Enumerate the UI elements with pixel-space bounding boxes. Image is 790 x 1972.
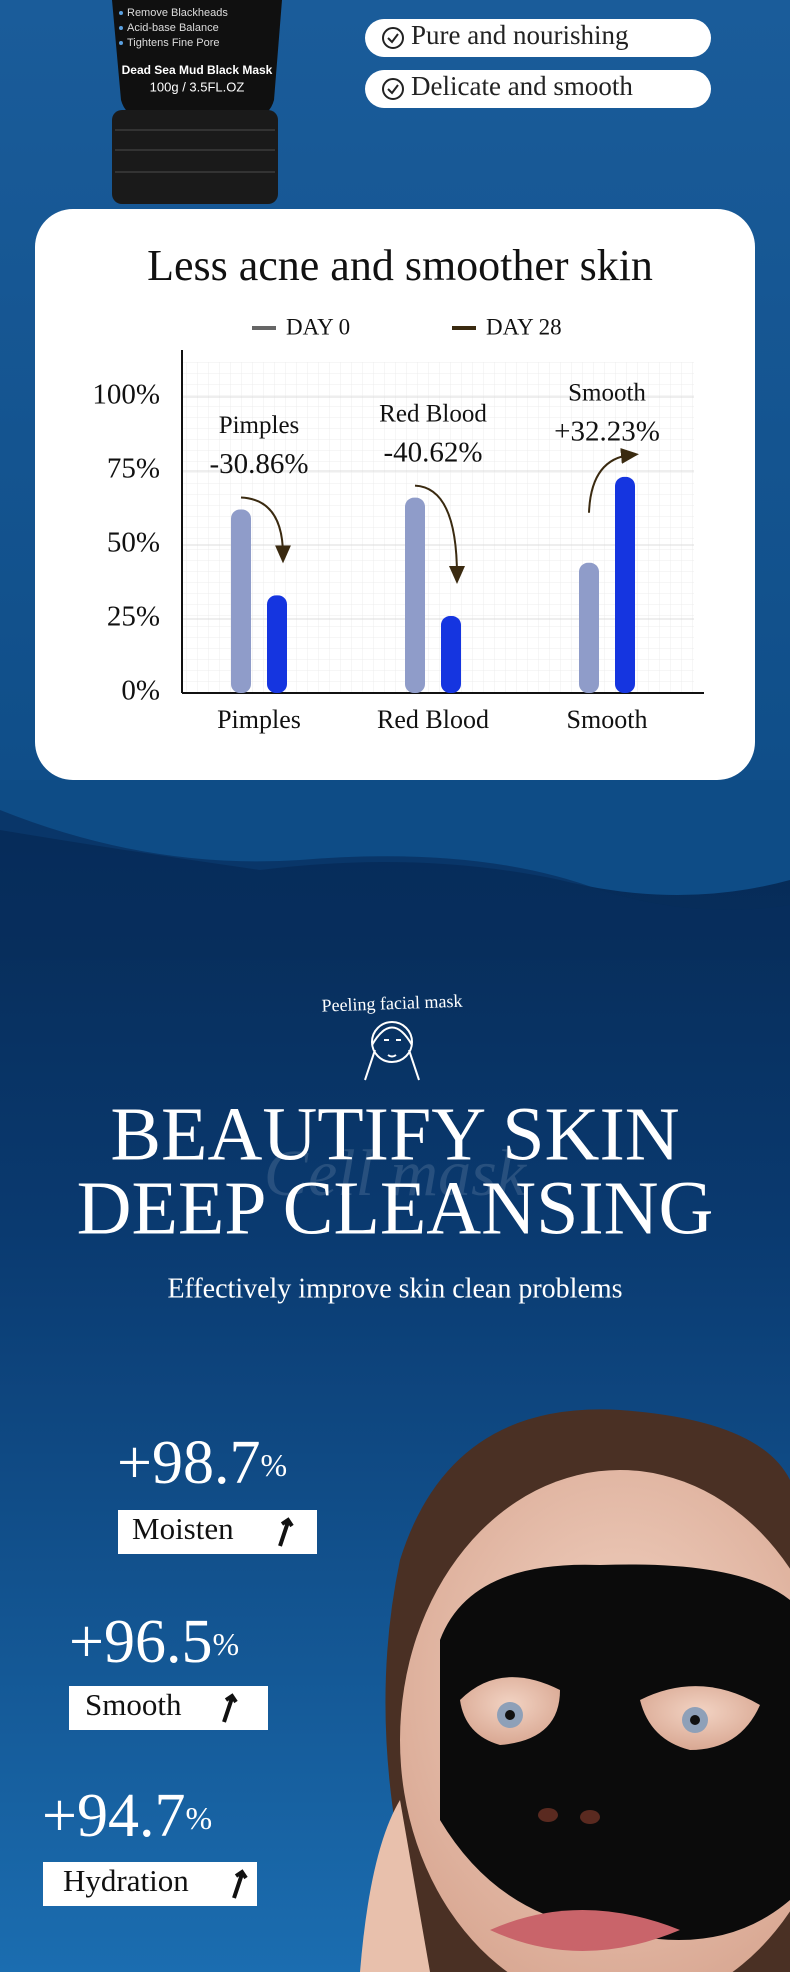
product-tube: Remove Blackheads Acid-base Balance Tigh… [112, 0, 282, 204]
y-tick-label: 50% [107, 527, 160, 559]
annotation-change: +32.23% [554, 416, 660, 448]
subtitle: Effectively improve skin clean problems [167, 1273, 622, 1304]
wave [0, 810, 790, 960]
bar [615, 476, 635, 693]
stat: +98.7% Moisten [117, 1429, 317, 1554]
feature-text: Pure and nourishing [411, 20, 628, 50]
tube-text: Tightens Fine Pore [127, 37, 220, 49]
legend-label: DAY 0 [286, 314, 350, 339]
headline: BEAUTIFY SKIN [110, 1092, 679, 1176]
badge-text: Peeling facial mask [321, 991, 463, 1016]
annotation-change: -30.86% [209, 448, 308, 480]
legend-label: DAY 28 [486, 314, 562, 339]
bar [579, 562, 599, 693]
feature-text: Delicate and smooth [411, 71, 633, 101]
y-tick-label: 100% [92, 379, 160, 411]
watermark: Cell mask [264, 1137, 528, 1210]
tube-text: Remove Blackheads [127, 7, 228, 19]
stat-number: +94.7 [42, 1782, 185, 1850]
annotation: Pimples [219, 412, 300, 439]
stat-value: +96.5% [69, 1608, 239, 1676]
face-illustration [360, 1409, 790, 1972]
trend-arrow [414, 484, 465, 585]
stat-unit: % [260, 1447, 287, 1483]
y-tick-label: 25% [107, 601, 160, 633]
stat-label: Smooth [85, 1687, 182, 1722]
feature-pill: Delicate and smooth [365, 70, 711, 108]
tube-size: 100g / 3.5FL.OZ [150, 79, 245, 94]
wave [0, 780, 790, 895]
trend-arrow [240, 496, 291, 564]
annotation: Red Blood [379, 400, 487, 427]
stat-number: +98.7 [117, 1429, 260, 1497]
bar [405, 497, 425, 693]
stat: +94.7% Hydration [42, 1782, 257, 1906]
annotation: Smooth [568, 380, 646, 407]
stat-unit: % [185, 1800, 212, 1836]
stat-value: +98.7% [117, 1429, 287, 1497]
stat-label: Hydration [63, 1863, 189, 1898]
bar [441, 616, 461, 693]
bar [267, 595, 287, 693]
tube-name: Dead Sea Mud Black Mask [122, 63, 273, 77]
y-tick-label: 0% [121, 675, 160, 707]
stat-unit: % [212, 1626, 239, 1662]
stat-value: +94.7% [42, 1782, 212, 1850]
stat: +96.5% Smooth [69, 1608, 268, 1730]
annotation-change: -40.62% [383, 436, 482, 468]
x-tick-label: Red Blood [377, 705, 489, 734]
chart-title: Less acne and smoother skin [147, 241, 653, 290]
badge [364, 1021, 420, 1081]
x-tick-label: Pimples [217, 705, 301, 734]
trend-arrow [588, 447, 639, 513]
x-tick-label: Smooth [567, 705, 648, 734]
headline: DEEP CLEANSING [77, 1166, 714, 1250]
chart: 0% 25% 50% 75% 100% DAY 0 DAY 28 Pimples Pimples… [92, 314, 704, 734]
stat-label: Moisten [132, 1511, 234, 1546]
stat-number: +96.5 [69, 1608, 212, 1676]
y-tick-label: 75% [107, 453, 160, 485]
tube-text: Acid-base Balance [127, 22, 219, 34]
bar [231, 509, 251, 693]
feature-pill: Pure and nourishing [365, 19, 711, 57]
